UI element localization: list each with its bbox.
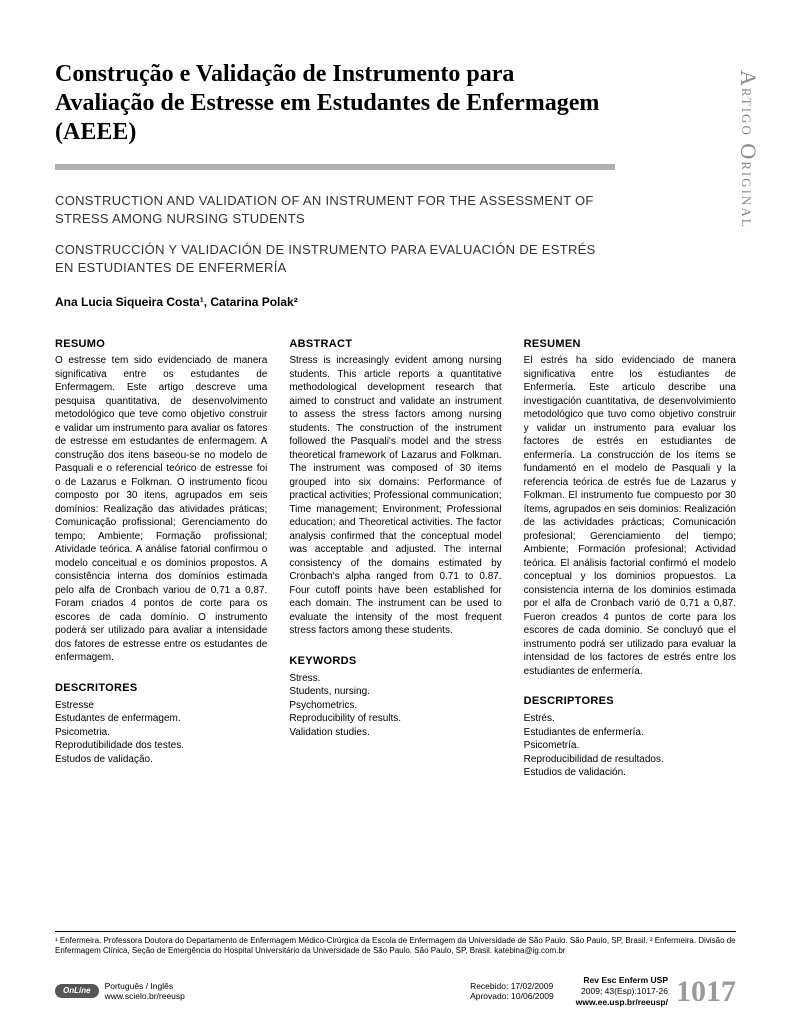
page-number: 1017 [676,973,736,1011]
resumen-body: El estrés ha sido evidenciado de manera … [524,354,736,678]
descriptores-list: Estrés. Estudiantes de enfermería. Psico… [524,712,736,780]
descritores-list: Estresse Estudantes de enfermagem. Psico… [55,699,267,767]
footer-journal-url: www.ee.usp.br/reeusp/ [576,997,668,1007]
footer-lang-block: Português / Inglês www.scielo.br/reeusp [105,981,185,1002]
keyword: Validation studies. [289,726,501,740]
keyword: Estudos de validação. [55,753,267,767]
article-title-pt: Construção e Validação de Instrumento pa… [55,60,615,146]
keyword: Estudiantes de enfermería. [524,726,736,740]
keyword: Students, nursing. [289,685,501,699]
column-pt: RESUMO O estresse tem sido evidenciado d… [55,337,267,780]
keyword: Estresse [55,699,267,713]
footer-journal-block: Rev Esc Enferm USP 2009; 43(Esp):1017-26… [576,975,668,1007]
footer-approved: Aprovado: 10/06/2009 [470,991,554,1002]
descritores-heading: DESCRITORES [55,681,267,696]
article-title-es: CONSTRUCCIÓN Y VALIDACIÓN DE INSTRUMENTO… [55,241,615,276]
resumo-body: O estresse tem sido evidenciado de maner… [55,354,267,665]
abstract-heading: ABSTRACT [289,337,501,352]
keywords-list: Stress. Students, nursing. Psychometrics… [289,672,501,740]
footer-site: www.scielo.br/reeusp [105,991,185,1002]
keyword: Reproducibility of results. [289,712,501,726]
column-es: RESUMEN El estrés ha sido evidenciado de… [524,337,736,780]
keyword: Psychometrics. [289,699,501,713]
descriptores-heading: DESCRIPTORES [524,694,736,709]
author-footnotes: ¹ Enfermeira. Professora Doutora do Depa… [55,931,736,956]
online-badge: OnLine [55,984,99,998]
abstract-body: Stress is increasingly evident among nur… [289,354,501,638]
column-en: ABSTRACT Stress is increasingly evident … [289,337,501,780]
resumo-heading: RESUMO [55,337,267,352]
keyword: Estrés. [524,712,736,726]
keywords-heading: KEYWORDS [289,654,501,669]
footer-dates-block: Recebido: 17/02/2009 Aprovado: 10/06/200… [470,981,554,1002]
authors: Ana Lucia Siqueira Costa¹, Catarina Pola… [55,295,736,309]
footer-lang: Português / Inglês [105,981,185,992]
footer-bar: OnLine Português / Inglês www.scielo.br/… [55,973,736,1011]
keyword: Reprodutibilidade dos testes. [55,739,267,753]
article-title-en: CONSTRUCTION AND VALIDATION OF AN INSTRU… [55,192,615,227]
keyword: Stress. [289,672,501,686]
keyword: Estudantes de enfermagem. [55,712,267,726]
footer-received: Recebido: 17/02/2009 [470,981,554,992]
footer-journal-issue: 2009; 43(Esp):1017-26 [576,986,668,997]
keyword: Estudios de validación. [524,766,736,780]
abstract-columns: RESUMO O estresse tem sido evidenciado d… [55,337,736,780]
title-divider [55,164,615,170]
keyword: Psicometria. [55,726,267,740]
keyword: Psicometría. [524,739,736,753]
keyword: Reproducibilidad de resultados. [524,753,736,767]
footer-journal-name: Rev Esc Enferm USP [583,975,668,985]
resumen-heading: RESUMEN [524,337,736,352]
article-type-label: Artigo Original [735,70,761,229]
